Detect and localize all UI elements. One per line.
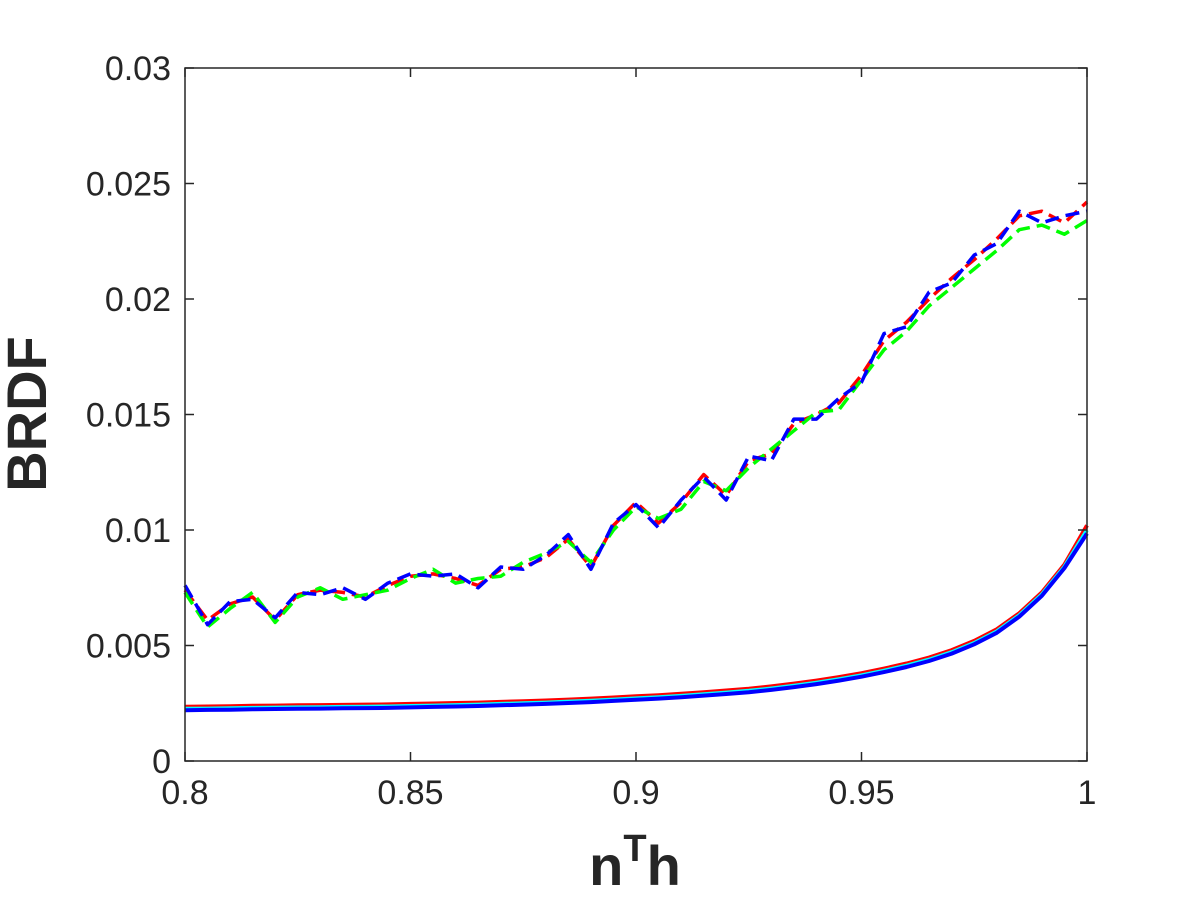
y-axis-title: BRDF — [0, 336, 58, 492]
y-tick-label: 0.01 — [105, 512, 171, 550]
series-line-1-solid — [184, 524, 1089, 709]
series-layer — [183, 200, 1089, 713]
plot-frame — [184, 67, 1088, 762]
series-line-3-solid — [184, 532, 1089, 713]
tick-labels-layer: 0.8 0.85 0.9 0.95 1 0 0.005 0.01 0.015 0.02 0.025 0… — [86, 50, 1097, 812]
x-tick-label: 1 — [1078, 774, 1097, 812]
y-tick-label: 0 — [152, 743, 171, 781]
y-tick-label: 0.015 — [86, 397, 171, 435]
y-tick-label: 0.025 — [86, 166, 171, 204]
x-tick-label: 0.95 — [828, 774, 894, 812]
series-line-2-solid — [184, 528, 1089, 711]
ticks-layer — [184, 67, 1088, 762]
series-line-6-dashed — [183, 209, 1088, 627]
y-tick-label: 0.005 — [86, 628, 171, 666]
x-tick-label: 0.8 — [161, 774, 208, 812]
x-tick-label: 0.85 — [377, 774, 443, 812]
series-line-5-dashed — [183, 219, 1088, 629]
y-tick-label: 0.03 — [105, 50, 171, 88]
y-tick-label: 0.02 — [105, 281, 171, 319]
x-axis-title: nTh — [589, 828, 681, 897]
x-axis-title-base: n — [589, 834, 623, 897]
x-axis-title-after: h — [647, 834, 681, 897]
x-tick-label: 0.9 — [612, 774, 659, 812]
series-line-4-dashed — [183, 200, 1089, 622]
x-axis-title-sup: T — [623, 828, 646, 870]
